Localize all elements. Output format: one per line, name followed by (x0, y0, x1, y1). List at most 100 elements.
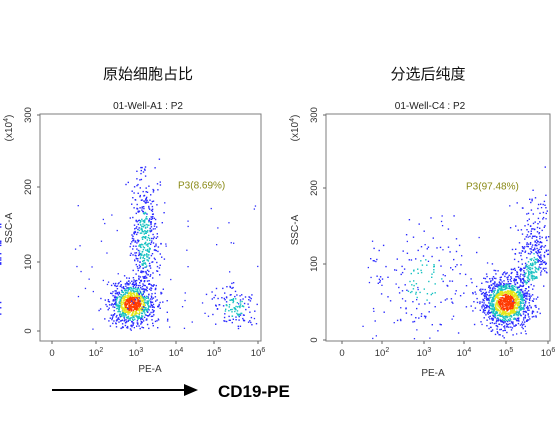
event-dot (129, 317, 131, 320)
y-multiplier: (x104) (289, 115, 301, 142)
y-axis-label: SSC-A (4, 212, 15, 243)
event-dot (532, 235, 534, 237)
event-dot (104, 318, 106, 320)
event-dot (139, 254, 142, 256)
event-dot (138, 245, 140, 247)
event-dot (501, 315, 503, 317)
event-dot (130, 292, 132, 294)
event-dot (131, 308, 133, 310)
event-dot (451, 318, 453, 320)
event-dot (114, 303, 117, 305)
event-dot (144, 308, 147, 310)
event-dot (504, 285, 506, 288)
event-dot (191, 321, 193, 323)
y-tick-label: 100 (309, 256, 320, 272)
event-dot (233, 308, 236, 310)
event-dot (497, 314, 499, 317)
event-dot (447, 228, 450, 230)
event-dot (426, 299, 428, 301)
event-dot (537, 203, 540, 206)
event-dot (519, 275, 521, 277)
event-dot (502, 284, 505, 287)
event-dot (484, 304, 486, 306)
event-dot (482, 288, 484, 291)
event-dot (500, 297, 502, 299)
density-dots (0, 158, 259, 331)
x-tick-label: 103 (129, 347, 144, 359)
event-dot (137, 192, 139, 194)
event-dot (128, 307, 130, 309)
event-dot (132, 306, 134, 309)
event-dot (495, 307, 498, 310)
event-dot (150, 222, 152, 224)
event-dot (488, 306, 490, 309)
event-dot (148, 283, 150, 285)
event-dot (487, 313, 489, 315)
event-dot (112, 314, 114, 317)
event-dot (481, 307, 483, 309)
event-dot (530, 259, 532, 261)
event-dot (134, 280, 137, 282)
event-dot (236, 312, 238, 315)
event-dot (164, 202, 166, 204)
event-dot (521, 295, 523, 297)
event-dot (412, 301, 414, 303)
event-dot (135, 212, 137, 215)
event-dot (515, 302, 518, 305)
event-dot (132, 312, 134, 314)
event-dot (131, 190, 133, 192)
event-dot (543, 246, 545, 248)
event-dot (149, 227, 151, 230)
event-dot (501, 302, 504, 304)
x-tick-base: 10 (375, 348, 386, 359)
event-dot (134, 228, 136, 230)
event-dot (456, 264, 458, 266)
event-dot (529, 273, 531, 276)
event-dot (91, 266, 93, 268)
event-dot (512, 323, 514, 325)
event-dot (121, 319, 124, 321)
event-dot (539, 212, 541, 214)
event-dot (512, 297, 514, 300)
event-dot (423, 315, 426, 317)
event-dot (537, 269, 540, 271)
event-dot (146, 280, 149, 282)
event-dot (544, 245, 547, 247)
event-dot (536, 276, 538, 279)
event-dot (482, 298, 484, 301)
event-dot (133, 224, 136, 226)
event-dot (521, 246, 524, 248)
event-dot (499, 311, 502, 313)
event-dot (127, 311, 129, 313)
event-dot (150, 315, 153, 318)
event-dot (117, 318, 119, 320)
event-dot (511, 311, 513, 313)
event-dot (434, 283, 436, 285)
event-dot (512, 290, 514, 292)
event-dot (137, 290, 139, 293)
event-dot (528, 218, 530, 220)
event-dot (155, 237, 157, 239)
event-dot (146, 231, 149, 233)
event-dot (145, 249, 147, 251)
event-dot (0, 263, 2, 265)
event-dot (215, 287, 218, 290)
event-dot (539, 241, 542, 243)
event-dot (420, 269, 422, 272)
event-dot (137, 260, 139, 262)
event-dot (450, 267, 452, 269)
event-dot (149, 199, 151, 201)
event-dot (125, 304, 127, 306)
event-dot (151, 309, 154, 311)
event-dot (515, 299, 518, 301)
event-dot (495, 306, 497, 308)
event-dot (509, 308, 511, 310)
event-dot (387, 296, 389, 298)
event-dot (464, 273, 467, 276)
event-dot (403, 268, 406, 270)
event-dot (127, 289, 129, 291)
event-dot (128, 277, 130, 279)
event-dot (426, 248, 428, 250)
event-dot (152, 306, 154, 308)
event-dot (142, 236, 144, 238)
